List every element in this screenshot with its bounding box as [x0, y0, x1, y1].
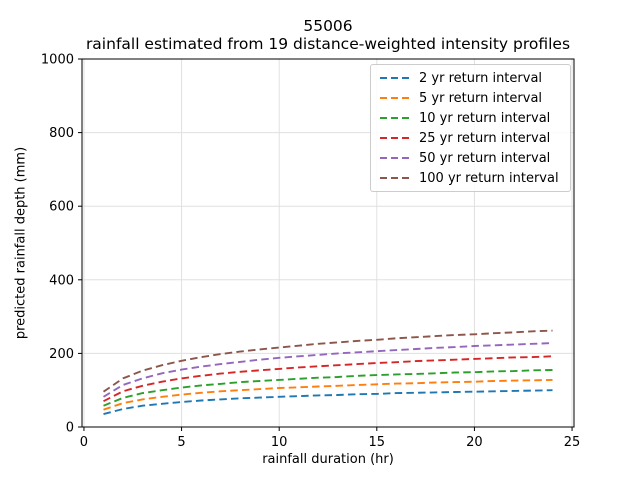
series-line-2 [103, 369, 553, 407]
legend: 2 yr return interval 5 yr return interval… [370, 64, 571, 192]
x-tick-label: 0 [80, 435, 88, 450]
legend-dash-swatch [380, 177, 410, 179]
legend-dash-swatch [380, 77, 410, 79]
legend-label: 10 yr return interval [419, 110, 551, 126]
x-tick-label: 20 [466, 435, 483, 450]
y-tick-label: 400 [49, 273, 74, 288]
legend-item-4: 50 yr return interval [380, 148, 561, 168]
x-tick-label: 5 [177, 435, 185, 450]
x-tick-label: 25 [564, 435, 581, 450]
legend-label: 2 yr return interval [419, 70, 543, 86]
series-line-3 [103, 355, 553, 403]
legend-item-0: 2 yr return interval [380, 68, 561, 88]
legend-item-3: 25 yr return interval [380, 128, 561, 148]
y-tick-label: 200 [49, 347, 74, 362]
legend-label: 100 yr return interval [419, 170, 559, 186]
legend-label: 5 yr return interval [419, 90, 543, 106]
legend-item-5: 100 yr return interval [380, 168, 561, 188]
series-line-4 [103, 342, 553, 398]
y-tick-label: 800 [49, 126, 74, 141]
legend-dash-swatch [380, 137, 410, 139]
y-axis-label: predicted rainfall depth (mm) [13, 146, 29, 340]
y-tick-label: 1000 [41, 53, 74, 68]
series-line-0 [103, 389, 553, 416]
legend-dash-swatch [380, 157, 410, 159]
plot-border [81, 58, 575, 428]
legend-label: 50 yr return interval [419, 150, 551, 166]
series-line-1 [103, 378, 553, 411]
legend-dash-swatch [380, 97, 410, 99]
x-tick-label: 10 [271, 435, 288, 450]
x-tick-label: 15 [369, 435, 386, 450]
series-line-5 [102, 329, 553, 393]
legend-item-1: 5 yr return interval [380, 88, 561, 108]
legend-item-2: 10 yr return interval [380, 108, 561, 128]
legend-label: 25 yr return interval [419, 130, 551, 146]
x-axis-label: rainfall duration (hr) [262, 452, 394, 467]
y-tick-label: 0 [66, 421, 74, 436]
y-tick-label: 600 [49, 200, 74, 215]
legend-dash-swatch [380, 117, 410, 119]
